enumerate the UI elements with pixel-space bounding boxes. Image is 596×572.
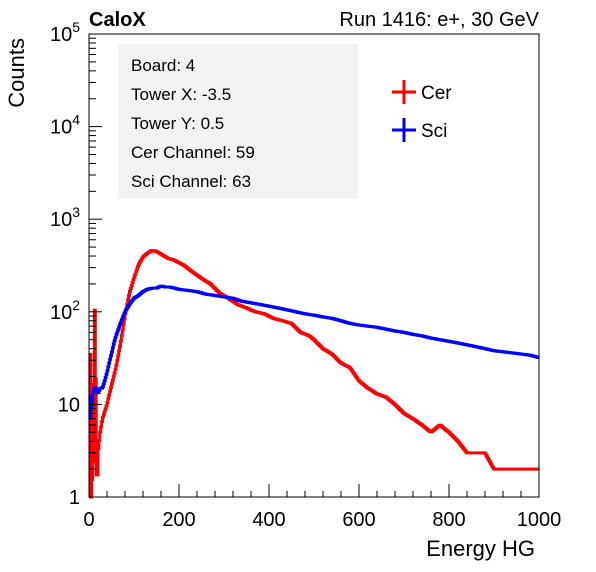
x-axis-label: Energy HG — [426, 536, 535, 561]
header-right-label: Run 1416: e+, 30 GeV — [339, 9, 539, 31]
x-tick-label: 800 — [432, 509, 465, 531]
x-tick-label: 400 — [252, 509, 285, 531]
x-tick-label: 600 — [342, 509, 375, 531]
header-left-label: CaloX — [89, 9, 146, 31]
x-tick-label: 200 — [162, 509, 195, 531]
info-line-tower-y: Tower Y: 0.5 — [131, 114, 224, 133]
info-line-tower-x: Tower X: -3.5 — [131, 85, 231, 104]
series-curves — [88, 249, 540, 499]
legend-label-sci: Sci — [421, 121, 447, 142]
series-line-sci — [88, 284, 540, 420]
series-line-cer — [88, 249, 539, 499]
legend-label-cer: Cer — [421, 83, 452, 104]
info-box: Board: 4 Tower X: -3.5 Tower Y: 0.5 Cer … — [118, 44, 358, 199]
y-tick-label: 10 — [58, 394, 80, 416]
y-tick-label: 1 — [69, 487, 80, 509]
info-box-background — [118, 44, 358, 199]
info-line-board: Board: 4 — [131, 56, 195, 75]
y-axis-label: Counts — [4, 38, 29, 108]
y-tick-label: 103 — [50, 204, 80, 231]
y-tick-label: 104 — [50, 112, 80, 139]
y-tick-label: 105 — [50, 19, 80, 46]
info-line-sci-channel: Sci Channel: 63 — [131, 172, 251, 191]
legend: Cer Sci — [392, 80, 452, 142]
info-line-cer-channel: Cer Channel: 59 — [131, 143, 255, 162]
x-tick-label: 0 — [83, 509, 94, 531]
y-tick-label: 102 — [50, 297, 80, 324]
x-tick-label: 1000 — [517, 509, 562, 531]
plot-frame — [88, 33, 540, 498]
x-axis-ticks: 0 200 400 600 800 1000 — [83, 484, 561, 531]
y-axis-ticks: 1 10 102 103 104 105 — [50, 19, 102, 509]
